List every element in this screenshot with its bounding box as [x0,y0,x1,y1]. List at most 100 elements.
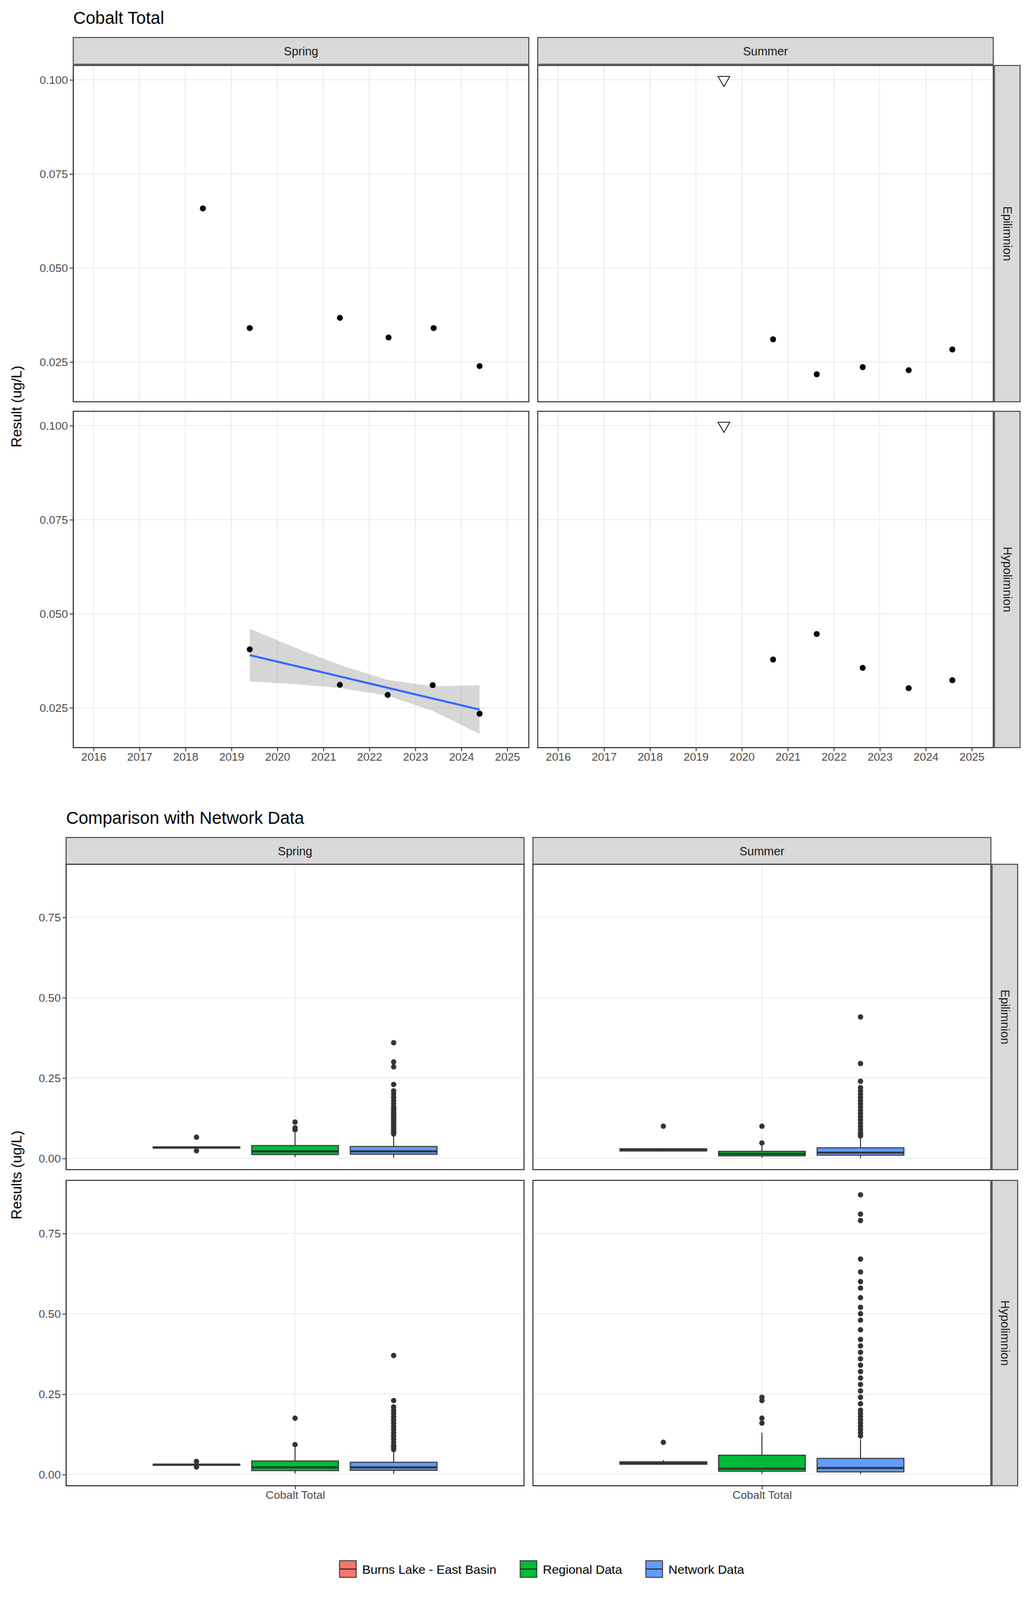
median [817,1152,904,1155]
outlier [858,1218,864,1224]
outlier [193,1148,199,1155]
grid-line [322,411,324,748]
outlier [858,1388,864,1395]
box [350,1463,438,1472]
grid-line [925,65,927,402]
grid-line [506,65,508,402]
tick-mark [62,1475,67,1477]
legend-item: Burns Lake - East Basin [339,1561,497,1579]
grid-line [231,411,233,748]
marks [153,1040,438,1159]
median [619,1462,707,1465]
tick-label: 0.050 [39,262,68,275]
strip-label: Hypolimnion [1001,546,1015,613]
panel-background [537,411,994,748]
tick-mark [62,1078,67,1080]
legend-label: Regional Data [542,1563,622,1577]
tick: 2023 [403,747,429,764]
tick-label: Cobalt Total [732,1489,792,1502]
outlier [858,1408,864,1414]
tick-label: 2020 [729,750,755,764]
grid-line [603,411,605,748]
grid-line [138,65,140,402]
point [859,364,866,371]
tick-label: 0.100 [39,419,68,433]
outlier [391,1081,397,1088]
legend-item: Network Data [646,1561,745,1579]
whisker [294,1133,296,1147]
grid-line [460,65,463,402]
grid-line [537,267,994,269]
panel-border [532,1180,991,1487]
outlier [858,1085,864,1091]
figure: Cobalt TotalResult (ug/L)SpringSummerEpi… [0,0,1029,1600]
censored-point [718,422,731,433]
tick-mark [69,173,74,176]
legend-key [519,1561,537,1579]
outlier [858,1257,864,1263]
tick: 0.00 [38,1152,67,1166]
panel-border [532,864,991,1171]
tick-label: 2024 [913,750,940,764]
point [769,656,776,663]
tick: 2020 [264,747,291,764]
outlier [858,1349,864,1356]
median [817,1467,904,1470]
tick-mark [69,362,74,364]
marks [619,1192,904,1476]
outlier [858,1014,864,1021]
outlier [858,1327,864,1334]
tick-label: 2016 [80,750,106,764]
box [817,1458,904,1473]
point [476,363,483,370]
point [814,631,820,638]
outlier [391,1064,397,1071]
panel [66,864,525,1171]
point [476,711,483,717]
outlier [759,1140,765,1147]
y-axis-title: Results (ug/L) [8,1130,25,1220]
grid-line [185,65,187,402]
tick-label: 0.075 [39,167,68,181]
strip [992,864,1018,1171]
grid [73,411,529,748]
tick: 2018 [637,747,663,764]
grid-line [73,267,529,269]
tick: 2022 [821,747,847,764]
tick: 0.50 [38,992,67,1005]
panel-background [537,65,994,402]
grid-line [138,411,140,748]
grid-line [73,519,529,521]
tick-label: 0.050 [39,607,68,621]
tick-label: 2023 [867,750,893,764]
trend-line [249,655,480,711]
tick: 0.75 [38,1227,67,1241]
tick: 2022 [356,747,382,764]
panel-border [73,411,529,748]
censored-point [718,76,731,87]
strip [994,65,1021,402]
grid-line [537,361,994,363]
point [859,665,866,672]
grid-line [741,411,743,748]
tick: 0.050 [39,262,74,275]
grid-line [649,65,651,402]
outlier [292,1416,298,1422]
tick: 2024 [448,747,475,764]
grid [66,1180,525,1487]
median [251,1151,339,1153]
grid-line [73,173,529,175]
box [619,1149,707,1152]
x-axis: Cobalt Total [66,1486,525,1502]
y-axis-title: Result (ug/L) [8,365,25,448]
tick-label: 2016 [545,750,571,764]
grid-line [92,411,95,748]
strip-label: Epilimnion [998,989,1012,1045]
grid-line [787,411,789,748]
tick-label: 2024 [448,750,475,764]
outlier [858,1401,864,1408]
tick: 2024 [913,747,940,764]
grid-line [231,65,233,402]
tick: Cobalt Total [265,1486,326,1502]
axis-line [73,66,74,403]
